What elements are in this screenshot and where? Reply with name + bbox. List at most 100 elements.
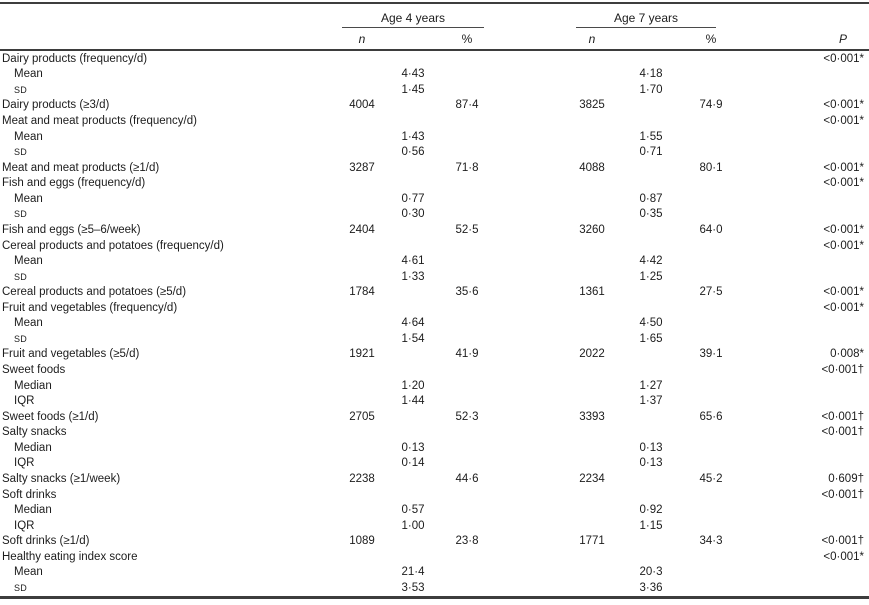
age7-stat-cell <box>618 98 684 114</box>
age7-pct-cell <box>684 580 738 597</box>
gap-spacer <box>494 28 566 51</box>
age4-n-cell: 2404 <box>349 223 375 236</box>
age7-stat-cell: 4·18 <box>639 68 663 81</box>
age4-n-cell <box>338 113 386 129</box>
age7-pct-cell: 27·5 <box>699 286 723 299</box>
row-label: Meat and meat products (frequency/d) <box>2 115 197 128</box>
gap-cell <box>494 425 566 441</box>
p-value-cell: <0·001* <box>823 301 864 314</box>
p-value-cell <box>738 67 869 83</box>
p-value-cell: <0·001* <box>823 52 864 65</box>
age4-pct-cell <box>440 82 494 98</box>
age7-pct-cell <box>684 518 738 534</box>
age4-n-cell: 4004 <box>349 99 375 112</box>
age4-n-cell <box>338 316 386 332</box>
age4-pct-cell: 52·5 <box>455 223 479 236</box>
age7-n-cell: 4088 <box>579 161 605 174</box>
age4-pct-cell <box>440 207 494 223</box>
age7-stat-cell <box>618 549 684 565</box>
gap-cell <box>494 207 566 223</box>
p-value-cell: 0·008* <box>830 348 864 361</box>
age7-n-cell <box>566 269 618 285</box>
p-value-cell <box>738 269 869 285</box>
age4-n-cell: 1921 <box>349 348 375 361</box>
gap-cell <box>494 82 566 98</box>
age7-n-cell <box>566 425 618 441</box>
table-row: Mean 4·61 4·42 <box>0 253 869 269</box>
row-label: Cereal products and potatoes (frequency/… <box>2 239 224 252</box>
age4-stat-cell <box>386 113 440 129</box>
age7-n-cell <box>566 82 618 98</box>
p-value-cell: <0·001† <box>821 535 864 548</box>
age7-stat-cell <box>618 347 684 363</box>
age4-stat-cell <box>386 98 440 114</box>
gap-cell <box>494 144 566 160</box>
row-label: Mean <box>14 566 43 579</box>
age7-group-label: Age 7 years <box>576 11 716 28</box>
age7-stat-cell: 0·92 <box>639 504 663 517</box>
row-label: IQR <box>14 457 35 470</box>
table-row: Sweet foods (≥1/d) 2705 52·3 3393 65·6 <… <box>0 409 869 425</box>
row-label: SD <box>14 582 28 593</box>
age4-stat-cell: 0·77 <box>401 192 425 205</box>
age4-n-cell <box>338 50 386 67</box>
row-label: Median <box>14 504 52 517</box>
gap-cell <box>494 253 566 269</box>
row-label: Mean <box>14 317 43 330</box>
table-row: Healthy eating index score <0·001* <box>0 549 869 565</box>
age7-stat-cell <box>618 176 684 192</box>
age4-pct-cell: 52·3 <box>455 410 479 423</box>
p-value-cell <box>738 253 869 269</box>
gap-cell <box>494 300 566 316</box>
age4-pct-cell <box>440 269 494 285</box>
age7-n-cell <box>566 191 618 207</box>
age4-stat-cell: 0·56 <box>401 146 425 159</box>
age7-n-cell <box>566 50 618 67</box>
age4-pct-header: % <box>440 28 494 51</box>
age7-n-cell <box>566 238 618 254</box>
gap-cell <box>494 549 566 565</box>
age4-n-cell: 1784 <box>349 286 375 299</box>
age4-n-cell <box>338 487 386 503</box>
age7-pct-cell <box>684 487 738 503</box>
gap-cell <box>494 238 566 254</box>
label-column-spacer <box>0 3 338 28</box>
age4-n-cell <box>338 82 386 98</box>
age4-pct-cell <box>440 502 494 518</box>
age7-n-cell <box>566 129 618 145</box>
p-value-cell: <0·001† <box>821 364 864 377</box>
age7-pct-cell: 34·3 <box>699 535 723 548</box>
age7-stat-cell: 1·65 <box>639 332 663 345</box>
age7-n-header: n <box>566 28 618 51</box>
age4-stat-cell: 1·43 <box>401 130 425 143</box>
age7-pct-cell <box>684 362 738 378</box>
row-label: Salty snacks (≥1/week) <box>2 472 121 485</box>
age7-pct-cell: 65·6 <box>699 410 723 423</box>
table-row: Median 0·13 0·13 <box>0 440 869 456</box>
gap-cell <box>494 518 566 534</box>
age7-pct-cell <box>684 82 738 98</box>
age7-n-cell <box>566 176 618 192</box>
age4-n-cell <box>338 518 386 534</box>
row-label: Dairy products (frequency/d) <box>2 52 148 65</box>
age4-group-header: Age 4 years <box>338 3 494 28</box>
age4-stat-cell <box>386 238 440 254</box>
age7-stat-cell: 1·27 <box>639 379 663 392</box>
age4-n-cell: 2238 <box>349 472 375 485</box>
gap-cell <box>494 487 566 503</box>
age7-pct-cell <box>684 129 738 145</box>
age4-pct-cell <box>440 253 494 269</box>
age7-pct-cell <box>684 269 738 285</box>
age4-n-cell <box>338 269 386 285</box>
p-value-cell <box>738 144 869 160</box>
table-row: SD 1·45 1·70 <box>0 82 869 98</box>
age7-n-cell: 3260 <box>579 223 605 236</box>
age7-pct-cell <box>684 144 738 160</box>
age7-n-cell <box>566 487 618 503</box>
age4-n-cell <box>338 176 386 192</box>
table-row: Cereal products and potatoes (≥5/d) 1784… <box>0 284 869 300</box>
p-value-cell: <0·001* <box>823 550 864 563</box>
age7-n-cell <box>566 144 618 160</box>
